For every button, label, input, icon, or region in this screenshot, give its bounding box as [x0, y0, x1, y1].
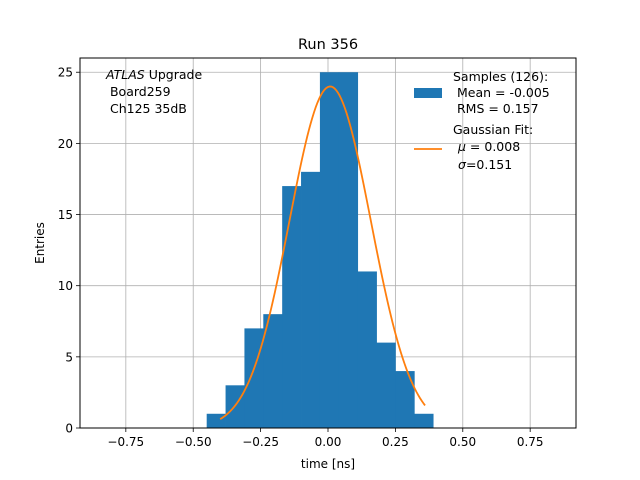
- legend-fit-line-3: σ=0.151: [458, 157, 512, 172]
- histogram-bar: [414, 413, 434, 428]
- legend-swatch-samples: [414, 88, 442, 98]
- legend-fit-sigma-symbol: σ: [458, 157, 467, 172]
- histogram-bar: [395, 371, 415, 428]
- annotation-line-3: Ch125 35dB: [106, 101, 187, 116]
- x-tick-label: −0.50: [175, 435, 212, 449]
- x-tick-label: 0.25: [382, 435, 409, 449]
- histogram-bar: [263, 314, 283, 428]
- y-axis-ticks: 0 5 10 15 20 25: [58, 66, 80, 436]
- legend-samples-line-1: Samples (126):: [453, 69, 548, 84]
- gaussian-fit-curve: [219, 85, 426, 420]
- legend-samples-line-2: Mean = -0.005: [453, 85, 550, 100]
- gaussian-fit-layer: [219, 85, 426, 420]
- legend-samples-line-3: RMS = 0.157: [453, 101, 539, 116]
- y-axis-label: Entries: [33, 222, 47, 264]
- y-tick-label: 15: [58, 208, 73, 222]
- x-tick-label: −0.75: [107, 435, 144, 449]
- legend-fit-sigma-value: =0.151: [466, 157, 512, 172]
- legend: Samples (126): Mean = -0.005 RMS = 0.157…: [414, 69, 550, 172]
- x-tick-label: 0.75: [517, 435, 544, 449]
- y-tick-label: 0: [65, 422, 73, 436]
- legend-fit-mu-symbol: μ: [457, 139, 466, 154]
- annotation-atlas: ATLAS: [105, 67, 145, 82]
- chart-title: Run 356: [298, 37, 358, 53]
- annotation-line-1: ATLAS Upgrade: [105, 67, 202, 82]
- x-tick-label: 0.50: [449, 435, 476, 449]
- histogram-bar: [357, 271, 377, 428]
- annotation-upgrade: Upgrade: [145, 67, 203, 82]
- x-axis-label: time [ns]: [301, 457, 355, 471]
- legend-fit-line-1: Gaussian Fit:: [453, 122, 533, 137]
- histogram-bar: [244, 328, 264, 428]
- histogram-bar: [282, 186, 302, 428]
- y-tick-label: 5: [65, 350, 73, 364]
- x-tick-label: 0.00: [315, 435, 342, 449]
- legend-fit-mu-value: = 0.008: [466, 139, 520, 154]
- x-tick-label: −0.25: [242, 435, 279, 449]
- histogram-bar: [301, 171, 321, 428]
- histogram-bar: [376, 342, 396, 428]
- histogram-bar: [338, 72, 359, 428]
- y-tick-label: 10: [58, 279, 73, 293]
- annotation-line-2: Board259: [106, 84, 171, 99]
- x-axis-ticks: −0.75 −0.50 −0.25 0.00 0.25 0.50 0.75: [107, 428, 544, 449]
- histogram-bars: [206, 72, 434, 428]
- y-tick-label: 20: [58, 137, 73, 151]
- atlas-annotation: ATLAS Upgrade Board259 Ch125 35dB: [105, 67, 202, 116]
- legend-fit-line-2: μ = 0.008: [457, 139, 520, 154]
- y-tick-label: 25: [58, 66, 73, 80]
- histogram-bar: [206, 413, 226, 428]
- histogram-bar: [319, 72, 340, 428]
